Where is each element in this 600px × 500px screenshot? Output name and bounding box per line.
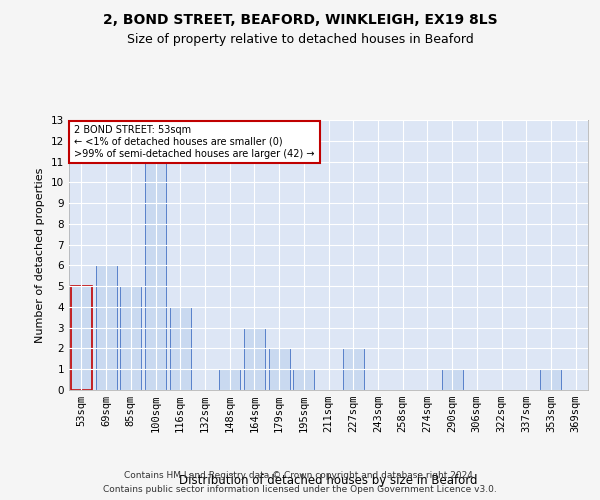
Bar — [442, 369, 463, 390]
Y-axis label: Number of detached properties: Number of detached properties — [35, 168, 46, 342]
Bar — [170, 307, 191, 390]
Bar — [219, 369, 240, 390]
Bar — [145, 162, 166, 390]
Bar — [244, 328, 265, 390]
Text: 2, BOND STREET, BEAFORD, WINKLEIGH, EX19 8LS: 2, BOND STREET, BEAFORD, WINKLEIGH, EX19… — [103, 12, 497, 26]
Text: 2 BOND STREET: 53sqm
← <1% of detached houses are smaller (0)
>99% of semi-detac: 2 BOND STREET: 53sqm ← <1% of detached h… — [74, 126, 314, 158]
Text: Contains public sector information licensed under the Open Government Licence v3: Contains public sector information licen… — [103, 484, 497, 494]
Bar — [95, 266, 116, 390]
Bar — [71, 286, 92, 390]
Bar — [293, 369, 314, 390]
Text: Size of property relative to detached houses in Beaford: Size of property relative to detached ho… — [127, 32, 473, 46]
Text: Contains HM Land Registry data © Crown copyright and database right 2024.: Contains HM Land Registry data © Crown c… — [124, 472, 476, 480]
Bar — [541, 369, 562, 390]
Bar — [343, 348, 364, 390]
Bar — [269, 348, 290, 390]
Bar — [120, 286, 141, 390]
X-axis label: Distribution of detached houses by size in Beaford: Distribution of detached houses by size … — [179, 474, 478, 487]
